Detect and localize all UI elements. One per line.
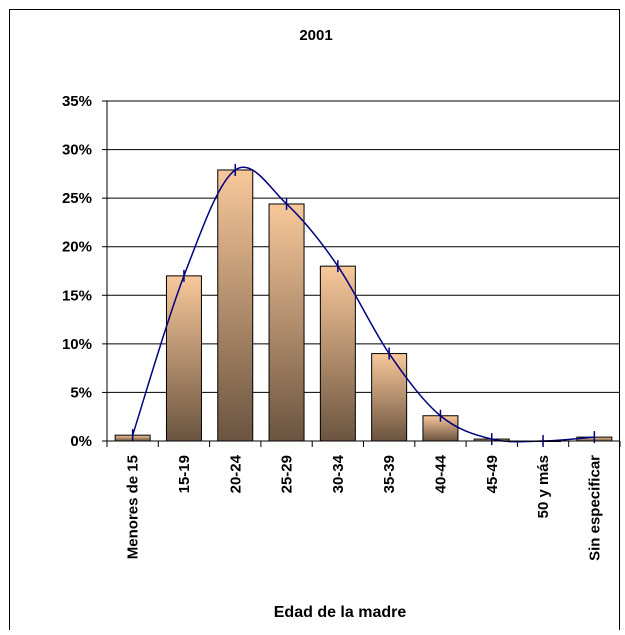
y-tick-label: 10%	[62, 336, 92, 353]
y-tick-label: 5%	[70, 384, 92, 401]
bar	[268, 203, 305, 442]
x-tick-label: 25-29	[279, 455, 296, 493]
bar	[217, 169, 254, 442]
chart-title: 2001	[299, 27, 332, 44]
y-tick-label: 30%	[62, 142, 92, 159]
x-tick-label: Sin especificar	[586, 455, 603, 561]
x-tick-label: 40-44	[432, 454, 449, 493]
y-tick-label: 20%	[62, 239, 92, 256]
bar	[165, 275, 202, 442]
y-tick-label: 25%	[62, 190, 92, 207]
x-tick-label: 45-49	[484, 455, 501, 493]
x-tick-label: 35-39	[381, 455, 398, 493]
x-tick-label: 20-24	[227, 454, 244, 493]
y-tick-label: 35%	[62, 93, 92, 110]
y-tick-label: 0%	[70, 433, 92, 450]
bar	[371, 353, 408, 442]
bar	[319, 265, 356, 442]
x-tick-label: 15-19	[176, 455, 193, 493]
x-tick-label: Menores de 15	[125, 455, 142, 559]
x-tick-label: 30-34	[330, 454, 347, 493]
x-axis-label: Edad de la madre	[274, 604, 407, 621]
x-tick-label: 50 y más	[535, 455, 552, 518]
y-tick-label: 15%	[62, 287, 92, 304]
frame	[9, 9, 620, 635]
